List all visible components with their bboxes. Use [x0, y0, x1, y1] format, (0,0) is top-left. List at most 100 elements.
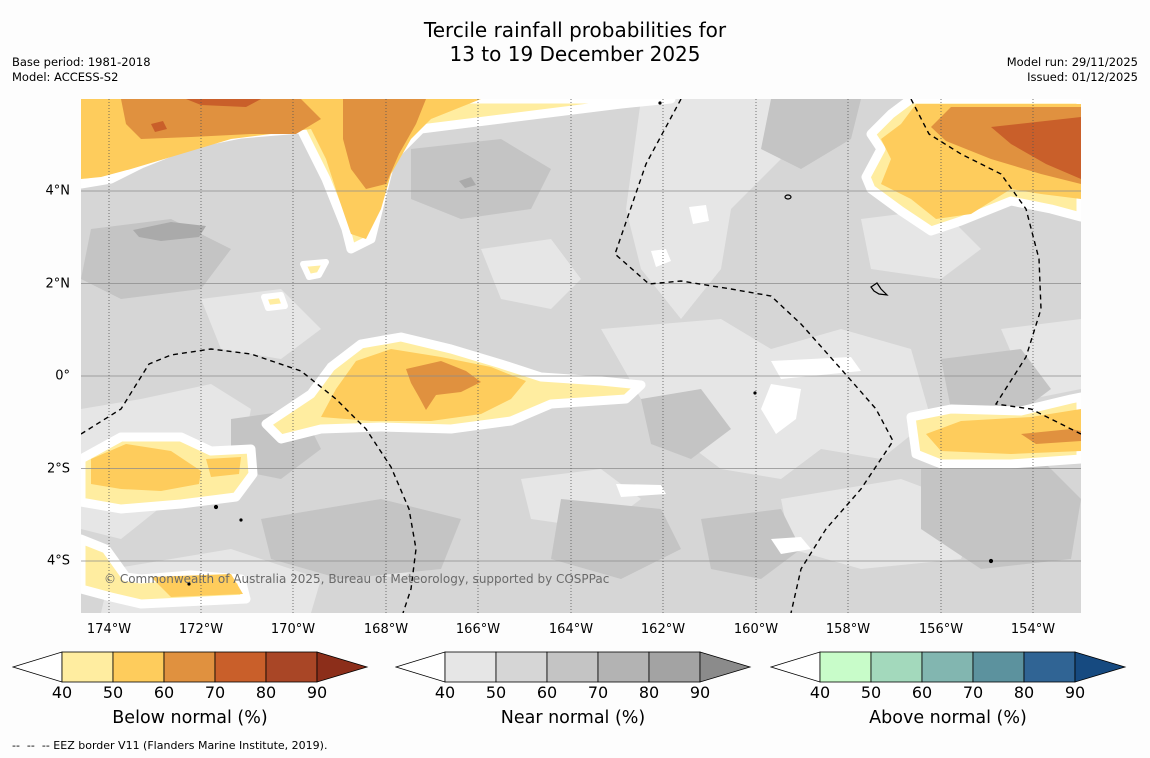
near-colorbar-min-triangle: [395, 651, 446, 683]
eez-borders: [81, 99, 1081, 613]
above-colorbar-tick-label: 40: [809, 683, 831, 702]
near-colorbar-segment: [597, 651, 650, 683]
below-colorbar-tick-label: 40: [51, 683, 73, 702]
white-patch: [771, 357, 861, 379]
eez-border-line: [81, 348, 417, 613]
above-colorbar-tick-label: 90: [1064, 683, 1086, 702]
near-colorbar-max-triangle: [699, 651, 752, 683]
white-patch: [616, 484, 666, 497]
below-70-region: [991, 117, 1081, 179]
below-normal-layer: [81, 99, 1081, 609]
near-60-patch: [81, 219, 231, 299]
model-run-label: Model run: 29/11/2025: [1006, 55, 1138, 69]
near-colorbar-tick-label: 80: [638, 683, 660, 702]
near-60-patch: [921, 459, 1081, 569]
above-colorbar-tick-label: 60: [911, 683, 933, 702]
below-60-region: [121, 99, 426, 189]
near-normal-60-layer: [81, 99, 1081, 579]
above-colorbar-segment: [921, 651, 974, 683]
below-colorbar-segment: [265, 651, 318, 683]
island-outline: [213, 504, 219, 510]
above-colorbar-segment: [870, 651, 923, 683]
near-colorbar-tick-label: 60: [536, 683, 558, 702]
islands: [187, 101, 994, 586]
near-60-patch: [551, 499, 681, 579]
white-patch: [771, 537, 811, 554]
island-outline: [658, 101, 662, 105]
near-70-patch: [459, 177, 476, 188]
above-colorbar-max-triangle: [1074, 651, 1127, 683]
graticule: [81, 99, 1081, 613]
below-50-region: [91, 444, 241, 491]
near-60-patch: [261, 499, 461, 579]
near-40-patch: [1001, 319, 1081, 399]
white-patch: [689, 205, 709, 224]
island-outline: [187, 582, 191, 586]
near-60-patch: [641, 389, 731, 459]
below-normal-title: Below normal (%): [112, 708, 268, 728]
below-colorbar-max-triangle: [316, 651, 369, 683]
above-colorbar-segment: [1023, 651, 1076, 683]
below-70-region: [151, 99, 261, 132]
map-title: Tercile rainfall probabilities for 13 to…: [0, 18, 1150, 66]
below-colorbar-min-triangle: [12, 651, 63, 683]
base-period-label: Base period: 1981-2018: [12, 55, 151, 69]
near-colorbar-segment: [444, 651, 497, 683]
lat-label-0: 0°: [55, 368, 70, 384]
below-60-region: [406, 361, 481, 410]
island-outline: [239, 518, 243, 522]
near-70-patch: [133, 222, 206, 241]
model-label: Model: ACCESS-S2: [12, 70, 119, 84]
below-colorbar-tick-label: 90: [306, 683, 328, 702]
title-line-2: 13 to 19 December 2025: [449, 42, 701, 66]
lon-label-154w: 154°W: [1010, 622, 1056, 637]
near-colorbar-segment: [495, 651, 548, 683]
near-colorbar-tick-label: 40: [434, 683, 456, 702]
near-40-patch: [201, 289, 321, 359]
no-signal-layer: [616, 205, 861, 554]
rainfall-map: [81, 99, 1081, 613]
title-line-1: Tercile rainfall probabilities for: [423, 18, 727, 42]
lon-label-168w: 168°W: [363, 622, 409, 637]
near-colorbar-tick-label: 90: [689, 683, 711, 702]
near-normal-70-layer: [133, 177, 476, 241]
island-outline: [870, 282, 889, 296]
below-colorbar-tick-label: 60: [153, 683, 175, 702]
below-colorbar-tick-label: 50: [102, 683, 124, 702]
eez-border-line: [614, 99, 894, 613]
below-40-region: [300, 259, 329, 280]
near-40-patch: [481, 239, 581, 309]
above-colorbar-segment: [819, 651, 872, 683]
above-colorbar-tick-label: 80: [1013, 683, 1035, 702]
near-60-patch: [411, 139, 551, 219]
below-colorbar-tick-label: 70: [204, 683, 226, 702]
eez-border-line: [910, 99, 1081, 435]
lon-label-172w: 172°W: [178, 622, 224, 637]
lon-label-162w: 162°W: [640, 622, 686, 637]
below-50-region: [151, 574, 243, 597]
map-svg: [81, 99, 1081, 613]
above-normal-title: Above normal (%): [869, 708, 1027, 728]
issued-label: Issued: 01/12/2025: [1027, 70, 1138, 84]
below-colorbar-svg: [12, 651, 369, 683]
near-colorbar-segment: [546, 651, 599, 683]
near-colorbar-tick-label: 50: [485, 683, 507, 702]
near-60-patch: [761, 99, 861, 169]
below-colorbar-segment: [163, 651, 216, 683]
near-colorbar-svg: [395, 651, 752, 683]
below-40-region: [261, 292, 288, 311]
above-colorbar-segment: [972, 651, 1025, 683]
below-colorbar-segment: [112, 651, 165, 683]
lat-label-4s: 4°S: [46, 553, 70, 569]
lon-label-170w: 170°W: [270, 622, 316, 637]
lon-label-160w: 160°W: [733, 622, 779, 637]
meta-left: Base period: 1981-2018 Model: ACCESS-S2: [12, 55, 151, 85]
near-colorbar-segment: [648, 651, 701, 683]
meta-right: Model run: 29/11/2025 Issued: 01/12/2025: [1007, 55, 1138, 85]
lat-label-4n: 4°N: [45, 183, 71, 199]
above-colorbar-svg: [770, 651, 1127, 683]
lon-label-174w: 174°W: [86, 622, 132, 637]
near-60-patch: [941, 349, 1051, 419]
below-colorbar-segment: [214, 651, 267, 683]
above-colorbar-min-triangle: [770, 651, 821, 683]
